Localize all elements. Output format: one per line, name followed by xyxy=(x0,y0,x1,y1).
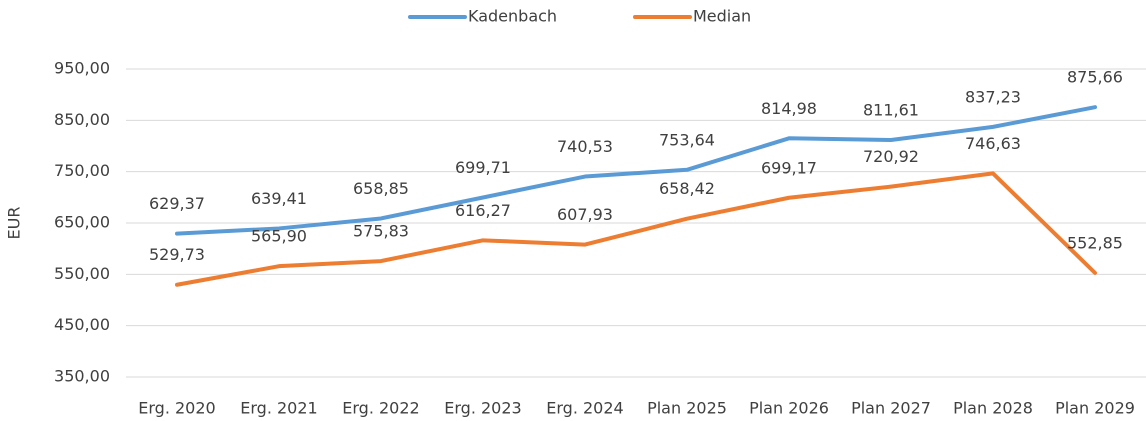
data-label: 699,71 xyxy=(455,158,511,177)
x-tick-label: Erg. 2021 xyxy=(240,399,317,418)
data-label: 875,66 xyxy=(1067,68,1123,87)
x-tick-label: Plan 2029 xyxy=(1055,399,1135,418)
data-label: 814,98 xyxy=(761,99,817,118)
data-label: 753,64 xyxy=(659,130,715,149)
data-label: 720,92 xyxy=(863,147,919,166)
data-label: 811,61 xyxy=(863,101,919,120)
legend-label: Median xyxy=(693,7,751,26)
data-label: 616,27 xyxy=(455,201,511,220)
x-tick-label: Plan 2025 xyxy=(647,399,727,418)
y-tick-label: 950,00 xyxy=(54,59,110,78)
data-label: 639,41 xyxy=(251,189,307,208)
data-label: 837,23 xyxy=(965,87,1021,106)
data-label: 575,83 xyxy=(353,222,409,241)
data-label: 746,63 xyxy=(965,134,1021,153)
x-tick-label: Erg. 2023 xyxy=(444,399,521,418)
data-label: 529,73 xyxy=(149,245,205,264)
legend-label: Kadenbach xyxy=(468,7,557,26)
y-tick-label: 850,00 xyxy=(54,110,110,129)
x-tick-label: Erg. 2022 xyxy=(342,399,419,418)
y-tick-label: 350,00 xyxy=(54,367,110,386)
data-label: 565,90 xyxy=(251,227,307,246)
y-tick-label: 650,00 xyxy=(54,213,110,232)
data-label: 629,37 xyxy=(149,194,205,213)
y-tick-label: 750,00 xyxy=(54,161,110,180)
series-line xyxy=(175,105,1097,236)
x-tick-label: Plan 2028 xyxy=(953,399,1033,418)
y-tick-label: 550,00 xyxy=(54,264,110,283)
series-line xyxy=(175,171,1097,287)
y-tick-label: 450,00 xyxy=(54,315,110,334)
data-label: 658,42 xyxy=(659,179,715,198)
data-label: 740,53 xyxy=(557,137,613,156)
y-axis-label: EUR xyxy=(5,207,24,240)
data-label: 607,93 xyxy=(557,205,613,224)
x-tick-label: Plan 2026 xyxy=(749,399,829,418)
data-label: 658,85 xyxy=(353,179,409,198)
data-label: 552,85 xyxy=(1067,233,1123,252)
x-tick-label: Erg. 2024 xyxy=(546,399,623,418)
x-tick-label: Plan 2027 xyxy=(851,399,931,418)
data-label: 699,17 xyxy=(761,158,817,177)
x-tick-label: Erg. 2020 xyxy=(138,399,215,418)
